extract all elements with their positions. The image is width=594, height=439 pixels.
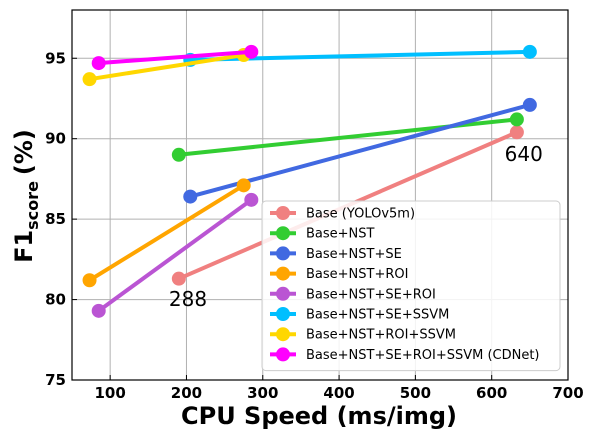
y-tick-label: 75 [45, 371, 66, 389]
svg-text:F1score(%): F1score (%) [10, 129, 42, 263]
legend-swatch-marker [276, 226, 290, 241]
data-point [509, 125, 524, 140]
annotation-label: 640 [505, 142, 543, 166]
x-tick-label: 500 [400, 384, 431, 402]
y-axis-label-suffix: (%) [10, 129, 38, 175]
x-tick-label: 100 [94, 384, 125, 402]
legend-swatch-marker [276, 246, 290, 261]
data-point [522, 44, 537, 59]
legend-entry-label: Base (YOLOv5m) [306, 207, 415, 222]
series-line [178, 117, 518, 157]
series-line [98, 49, 252, 66]
tick-group: 100 200 300 400 500 600 700 75 80 85 90 95 [45, 49, 584, 402]
legend-swatch-marker [276, 206, 290, 220]
legend: Base (YOLOv5m) Base+NST Base+NST+SE Base+NS… [261, 200, 561, 372]
y-axis-label-main: F1 [10, 230, 38, 263]
annotation-group: 640 288 [169, 142, 543, 311]
y-axis-label-sub: score [23, 181, 42, 230]
legend-entry-label: Base+NST+SE+ROI [306, 287, 436, 302]
series-line [89, 53, 245, 82]
legend-entry-label: Base+NST+ROI+SSVM [306, 328, 456, 343]
legend-entry-label: Base+NST+SE+ROI+SSVM (CDNet) [306, 348, 540, 363]
data-point [236, 178, 251, 193]
x-tick-label: 700 [552, 384, 583, 402]
legend-swatch-marker [276, 266, 290, 281]
series-line [88, 183, 245, 282]
y-tick-label: 90 [45, 130, 66, 148]
y-axis-label: F1score (%) [10, 129, 42, 263]
series-line [97, 198, 253, 313]
legend-swatch-marker [276, 347, 290, 362]
plot-frame [71, 9, 569, 381]
data-point [509, 112, 524, 127]
data-point [171, 271, 186, 286]
data-point [244, 192, 259, 207]
x-axis-label: CPU Speed (ms/img) [181, 402, 457, 430]
data-point [183, 189, 198, 204]
data-point [244, 44, 259, 59]
legend-box [261, 200, 561, 372]
x-tick-label: 300 [247, 384, 278, 402]
y-tick-label: 85 [45, 210, 66, 228]
y-tick-label: 95 [45, 49, 66, 67]
data-point [82, 273, 97, 288]
legend-swatch-marker [276, 307, 290, 321]
annotation-label: 288 [169, 287, 207, 311]
x-tick-label: 600 [476, 384, 507, 402]
legend-swatch-marker [276, 327, 290, 342]
x-tick-label: 400 [323, 384, 354, 402]
data-point [82, 72, 97, 87]
y-tick-label: 80 [45, 291, 66, 309]
legend-entry-label: Base+NST+ROI [306, 267, 408, 282]
data-point [171, 147, 186, 162]
data-point [522, 97, 537, 112]
legend-entry-label: Base+NST+SE [306, 247, 402, 262]
legend-swatch-marker [276, 286, 290, 301]
x-tick-label: 200 [171, 384, 202, 402]
data-point [91, 303, 106, 318]
legend-entry-label: Base+NST [306, 227, 375, 242]
legend-entry-label: Base+NST+SE+SSVM [306, 308, 449, 323]
data-point [91, 56, 106, 71]
